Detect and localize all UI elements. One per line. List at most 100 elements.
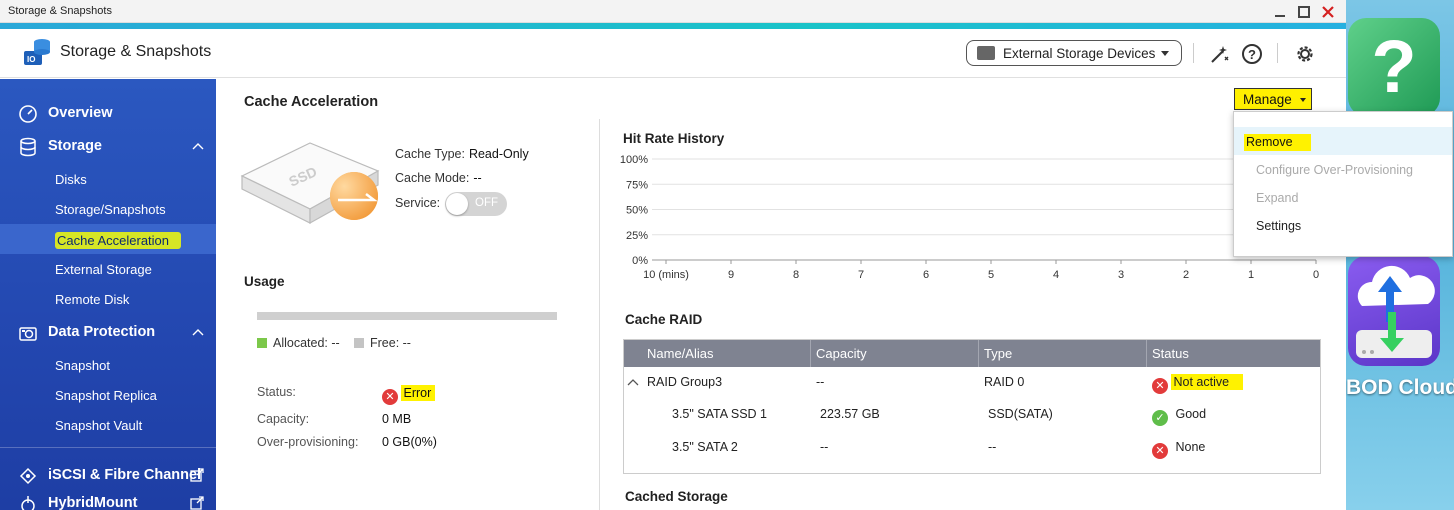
collapse-icon[interactable] xyxy=(627,376,639,390)
sidebar-item-cache-acceleration[interactable]: Cache Acceleration xyxy=(0,224,216,254)
disk-status: ✕ None xyxy=(1152,440,1205,459)
sidebar-item-overview[interactable]: Overview xyxy=(0,99,216,129)
sidebar: Overview Storage Disks Storage/Snapshots… xyxy=(0,79,216,510)
help-icon[interactable]: ? xyxy=(1241,43,1263,65)
magic-wand-icon[interactable] xyxy=(1208,43,1230,65)
camera-icon xyxy=(18,323,38,343)
accent-bar xyxy=(0,23,1346,29)
app-title: Storage & Snapshots xyxy=(60,43,212,60)
chart-x-tick-label: 1 xyxy=(1248,269,1254,281)
app-header: IO Storage & Snapshots External Storage … xyxy=(0,29,1346,78)
menu-item-settings[interactable]: Settings xyxy=(1234,212,1452,240)
manage-button[interactable]: Manage xyxy=(1234,88,1312,110)
error-icon: ✕ xyxy=(382,389,398,405)
chart-y-tick-label: 75% xyxy=(626,179,648,191)
external-link-icon xyxy=(190,496,204,510)
sidebar-item-snapshot-vault[interactable]: Snapshot Vault xyxy=(0,410,216,440)
free-legend: Free: -- xyxy=(354,336,411,350)
ssd-illustration: SSD xyxy=(240,131,390,231)
chart-x-tick-label: 10 (mins) xyxy=(643,269,689,281)
svg-text:IO: IO xyxy=(27,55,35,64)
overprovisioning-label: Over-provisioning: xyxy=(257,435,359,449)
sidebar-item-label: iSCSI & Fibre Channel xyxy=(48,467,202,483)
column-header-type[interactable]: Type xyxy=(984,346,1013,361)
minimize-icon[interactable] xyxy=(1272,4,1288,20)
raid-status: ✕ Not active xyxy=(1152,374,1244,394)
sidebar-item-label: Snapshot Replica xyxy=(55,388,157,403)
jbod-cloud-label: BOD Cloud xyxy=(1346,376,1454,399)
help-center-app-icon[interactable]: ? xyxy=(1348,18,1440,116)
hit-rate-title: Hit Rate History xyxy=(623,131,725,146)
chart-x-tick-label: 5 xyxy=(988,269,994,281)
svg-text:?: ? xyxy=(1248,47,1256,62)
disk-name: 3.5" SATA 2 xyxy=(672,440,738,454)
main-content: Cache Acceleration Manage SSD Cache T xyxy=(216,79,1346,510)
overprovisioning-value: 0 GB(0%) xyxy=(382,435,437,449)
mount-icon xyxy=(18,494,38,510)
chart-x-tick-label: 3 xyxy=(1118,269,1124,281)
sidebar-item-label: Storage/Snapshots xyxy=(55,202,166,217)
window-title: Storage & Snapshots xyxy=(8,5,112,17)
sidebar-item-snapshot[interactable]: Snapshot xyxy=(0,350,216,380)
external-storage-dropdown[interactable]: External Storage Devices xyxy=(966,40,1182,66)
sidebar-item-label: External Storage xyxy=(55,262,152,277)
question-icon: ? xyxy=(1371,25,1417,108)
network-icon xyxy=(18,466,38,486)
jbod-cloud-app-icon[interactable] xyxy=(1348,256,1440,366)
sidebar-section-storage[interactable]: Storage xyxy=(0,132,216,162)
chevron-up-icon xyxy=(192,140,204,152)
sidebar-item-storage-snapshots[interactable]: Storage/Snapshots xyxy=(0,194,216,224)
free-swatch xyxy=(354,338,364,348)
storage-window: Storage & Snapshots IO Storage & Snapsho… xyxy=(0,0,1346,510)
panel-divider xyxy=(599,119,600,510)
service-toggle[interactable]: OFF xyxy=(445,192,507,216)
column-header-capacity[interactable]: Capacity xyxy=(816,346,867,361)
status-value: ✕ Error xyxy=(382,385,436,405)
status-text: None xyxy=(1175,440,1206,454)
disk-status: ✓ Good xyxy=(1152,407,1206,426)
menu-item-remove[interactable]: Remove xyxy=(1234,127,1452,155)
chevron-up-icon xyxy=(192,326,204,338)
chart-x-tick-label: 8 xyxy=(793,269,799,281)
error-icon: ✕ xyxy=(1152,378,1168,394)
sidebar-item-iscsi[interactable]: iSCSI & Fibre Channel xyxy=(0,461,216,491)
sidebar-item-label: Disks xyxy=(55,172,87,187)
menu-item-configure-over-provisioning[interactable]: Configure Over-Provisioning xyxy=(1234,156,1452,184)
sidebar-section-label: Data Protection xyxy=(48,324,156,340)
status-text: Not active xyxy=(1171,374,1244,390)
usage-bar xyxy=(257,312,557,320)
cache-type-label: Cache Type: xyxy=(395,147,465,161)
sidebar-item-label: HybridMount xyxy=(48,495,138,510)
check-icon: ✓ xyxy=(1152,410,1168,426)
chart-x-tick-label: 7 xyxy=(858,269,864,281)
cache-mode-value: -- xyxy=(473,171,482,185)
sidebar-item-label: Snapshot xyxy=(55,358,110,373)
column-divider xyxy=(1146,340,1147,367)
page-title: Cache Acceleration xyxy=(244,94,379,110)
gear-icon[interactable] xyxy=(1294,43,1316,65)
disk-type: SSD(SATA) xyxy=(988,407,1053,421)
maximize-icon[interactable] xyxy=(1296,4,1312,20)
error-icon: ✕ xyxy=(1152,443,1168,459)
chart-x-tick-label: 4 xyxy=(1053,269,1059,281)
sidebar-section-data-protection[interactable]: Data Protection xyxy=(0,318,216,348)
chart-y-tick-label: 25% xyxy=(626,230,648,242)
column-header-status[interactable]: Status xyxy=(1152,346,1189,361)
sidebar-item-disks[interactable]: Disks xyxy=(0,164,216,194)
disk-type: -- xyxy=(988,440,997,454)
sidebar-item-hybridmount[interactable]: HybridMount xyxy=(0,489,216,510)
toggle-knob xyxy=(446,193,468,215)
sidebar-item-remote-disk[interactable]: Remote Disk xyxy=(0,284,216,314)
sidebar-item-label: Cache Acceleration xyxy=(55,232,182,249)
raid-name: RAID Group3 xyxy=(647,375,723,389)
close-icon[interactable] xyxy=(1320,4,1336,20)
cache-summary-panel: SSD Cache Type: Read-Only Cache Mode: -- S… xyxy=(216,119,600,510)
sidebar-item-snapshot-replica[interactable]: Snapshot Replica xyxy=(0,380,216,410)
status-label: Status: xyxy=(257,385,296,399)
service-label: Service: xyxy=(395,196,441,210)
column-header-name[interactable]: Name/Alias xyxy=(647,346,714,361)
menu-item-label: Settings xyxy=(1256,219,1302,233)
sidebar-item-external-storage[interactable]: External Storage xyxy=(0,254,216,284)
window-titlebar[interactable]: Storage & Snapshots xyxy=(0,0,1346,23)
menu-item-expand[interactable]: Expand xyxy=(1234,184,1452,212)
